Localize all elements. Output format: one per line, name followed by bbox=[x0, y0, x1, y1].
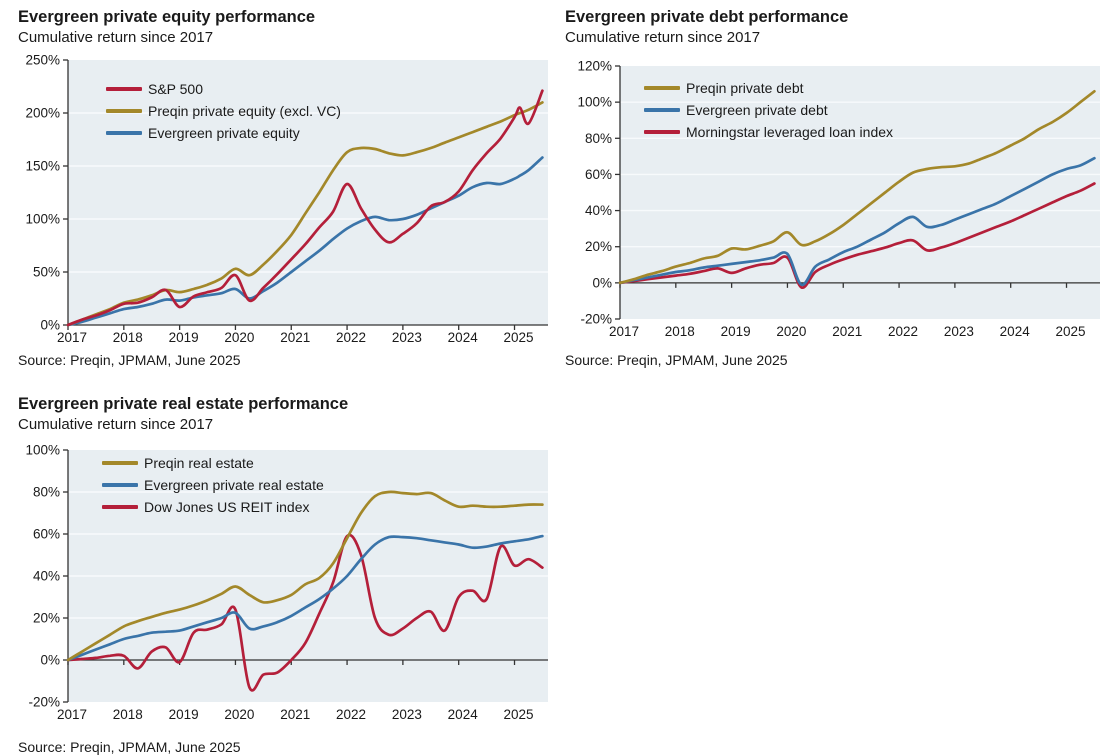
legend-item: Evergreen private real estate bbox=[102, 474, 324, 496]
legend-swatch-preqin-pe bbox=[106, 109, 142, 113]
legend-item: Evergreen private equity bbox=[106, 122, 341, 144]
svg-text:80%: 80% bbox=[585, 131, 612, 146]
svg-text:2020: 2020 bbox=[224, 707, 254, 722]
source-note: Source: Preqin, JPMAM, June 2025 bbox=[18, 739, 241, 755]
svg-text:2020: 2020 bbox=[776, 324, 806, 339]
legend-item: Preqin private equity (excl. VC) bbox=[106, 100, 341, 122]
legend-label: Preqin real estate bbox=[144, 455, 254, 471]
legend-item: Evergreen private debt bbox=[644, 99, 893, 121]
svg-text:2025: 2025 bbox=[503, 707, 533, 722]
chart-title: Evergreen private real estate performanc… bbox=[18, 395, 349, 413]
legend-label: Morningstar leveraged loan index bbox=[686, 124, 894, 140]
svg-text:2017: 2017 bbox=[609, 324, 639, 339]
legend-label: Preqin private equity (excl. VC) bbox=[148, 103, 341, 119]
svg-text:2023: 2023 bbox=[944, 324, 974, 339]
legend-item: Dow Jones US REIT index bbox=[102, 496, 324, 518]
svg-text:200%: 200% bbox=[25, 106, 60, 121]
chart-card-private-real-estate: Evergreen private real estate performanc… bbox=[10, 393, 558, 755]
svg-text:2025: 2025 bbox=[503, 330, 533, 345]
legend-label: Evergreen private equity bbox=[148, 125, 300, 141]
legend-item: Preqin private debt bbox=[644, 77, 893, 99]
svg-text:80%: 80% bbox=[33, 485, 60, 500]
chart-title: Evergreen private debt performance bbox=[565, 8, 849, 26]
svg-text:2019: 2019 bbox=[721, 324, 751, 339]
svg-text:2019: 2019 bbox=[169, 330, 199, 345]
svg-text:40%: 40% bbox=[33, 569, 60, 584]
svg-text:2017: 2017 bbox=[57, 330, 87, 345]
svg-text:2019: 2019 bbox=[169, 707, 199, 722]
legend-swatch-evergreen-re bbox=[102, 483, 138, 487]
svg-text:2024: 2024 bbox=[448, 707, 479, 722]
source-note: Source: Preqin, JPMAM, June 2025 bbox=[565, 352, 788, 368]
legend: Preqin private debt Evergreen private de… bbox=[644, 77, 893, 143]
svg-text:-20%: -20% bbox=[28, 695, 60, 710]
svg-text:2023: 2023 bbox=[392, 330, 422, 345]
svg-text:20%: 20% bbox=[585, 239, 612, 254]
chart-subtitle: Cumulative return since 2017 bbox=[565, 29, 761, 46]
line-chart-private-debt: 2017 2018 2019 2020 2021 2022 2023 2024 2025 -20%… bbox=[577, 59, 1100, 339]
svg-text:2025: 2025 bbox=[1055, 324, 1085, 339]
svg-text:2022: 2022 bbox=[336, 330, 366, 345]
legend-item: Preqin real estate bbox=[102, 452, 324, 474]
svg-text:120%: 120% bbox=[577, 59, 612, 74]
svg-text:100%: 100% bbox=[25, 443, 60, 458]
svg-text:0%: 0% bbox=[40, 653, 60, 668]
svg-text:60%: 60% bbox=[33, 527, 60, 542]
svg-text:60%: 60% bbox=[585, 167, 612, 182]
legend: Preqin real estate Evergreen private rea… bbox=[102, 452, 324, 518]
svg-text:2024: 2024 bbox=[448, 330, 479, 345]
svg-text:2020: 2020 bbox=[224, 330, 254, 345]
legend-swatch-preqin-debt bbox=[644, 86, 680, 90]
svg-text:2021: 2021 bbox=[280, 330, 310, 345]
svg-text:2017: 2017 bbox=[57, 707, 87, 722]
source-note: Source: Preqin, JPMAM, June 2025 bbox=[18, 352, 241, 368]
svg-text:250%: 250% bbox=[25, 53, 60, 68]
svg-text:2022: 2022 bbox=[888, 324, 918, 339]
legend-swatch-morningstar-loan bbox=[644, 130, 680, 134]
svg-text:40%: 40% bbox=[585, 203, 612, 218]
svg-text:100%: 100% bbox=[25, 212, 60, 227]
chart-subtitle: Cumulative return since 2017 bbox=[18, 29, 214, 46]
svg-text:2018: 2018 bbox=[113, 707, 143, 722]
svg-text:2024: 2024 bbox=[1000, 324, 1031, 339]
legend-swatch-dj-reit bbox=[102, 505, 138, 509]
chart-subtitle: Cumulative return since 2017 bbox=[18, 416, 214, 433]
legend-label: Evergreen private debt bbox=[686, 102, 828, 118]
svg-text:2018: 2018 bbox=[113, 330, 143, 345]
legend-item: Morningstar leveraged loan index bbox=[644, 121, 893, 143]
legend-swatch-sp500 bbox=[106, 87, 142, 91]
line-chart-private-real-estate: 2017 2018 2019 2020 2021 2022 2023 2024 2025 -20%… bbox=[25, 443, 548, 722]
svg-text:2018: 2018 bbox=[665, 324, 695, 339]
legend-label: Dow Jones US REIT index bbox=[144, 499, 310, 515]
legend-label: Evergreen private real estate bbox=[144, 477, 324, 493]
legend-item: S&P 500 bbox=[106, 78, 341, 100]
legend-label: S&P 500 bbox=[148, 81, 204, 97]
svg-text:-20%: -20% bbox=[580, 312, 612, 327]
svg-text:2021: 2021 bbox=[832, 324, 862, 339]
svg-text:150%: 150% bbox=[25, 159, 60, 174]
svg-text:2022: 2022 bbox=[336, 707, 366, 722]
line-chart-private-equity: 2017 2018 2019 2020 2021 2022 2023 2024 2025 0% 50… bbox=[25, 53, 548, 345]
legend-swatch-preqin-re bbox=[102, 461, 138, 465]
legend-label: Preqin private debt bbox=[686, 80, 804, 96]
chart-card-private-equity: Evergreen private equity performance Cum… bbox=[10, 6, 558, 368]
svg-text:2023: 2023 bbox=[392, 707, 422, 722]
chart-title: Evergreen private equity performance bbox=[18, 8, 316, 26]
svg-text:20%: 20% bbox=[33, 611, 60, 626]
svg-text:2021: 2021 bbox=[280, 707, 310, 722]
svg-text:100%: 100% bbox=[577, 95, 612, 110]
chart-card-private-debt: Evergreen private debt performance Cumul… bbox=[558, 6, 1110, 368]
legend-swatch-evergreen-pe bbox=[106, 131, 142, 135]
legend: S&P 500 Preqin private equity (excl. VC)… bbox=[106, 78, 341, 144]
legend-swatch-evergreen-debt bbox=[644, 108, 680, 112]
svg-text:0%: 0% bbox=[40, 318, 60, 333]
svg-text:50%: 50% bbox=[33, 265, 60, 280]
svg-text:0%: 0% bbox=[592, 275, 612, 290]
